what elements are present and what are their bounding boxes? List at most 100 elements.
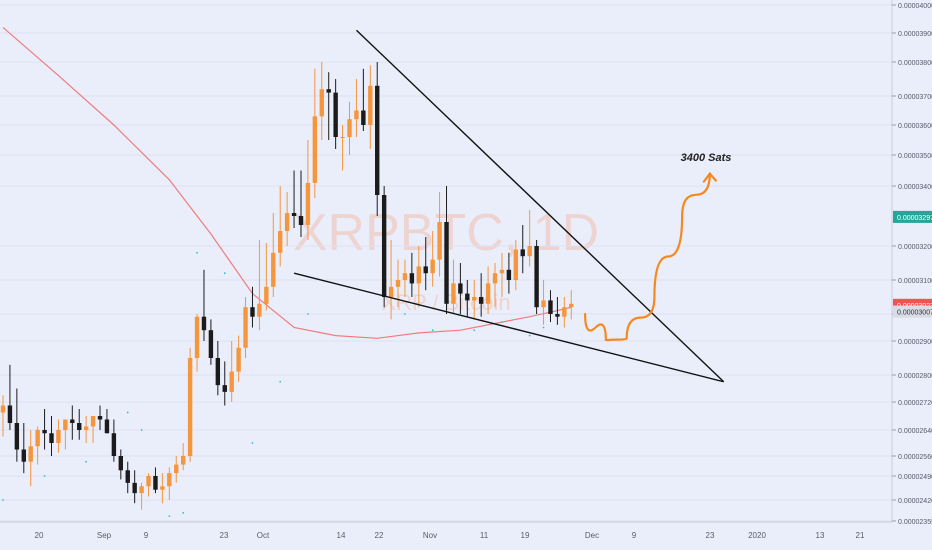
candle-body xyxy=(423,266,428,274)
candle-body xyxy=(284,213,290,231)
crosshair-price-tag: 0.00003007 xyxy=(897,310,932,317)
candle-body xyxy=(485,283,491,304)
projection-path xyxy=(584,172,711,342)
x-tick-label: 22 xyxy=(375,531,384,540)
candle-body xyxy=(416,266,421,284)
sar-dot xyxy=(279,380,282,383)
x-tick-label: Oct xyxy=(257,531,270,540)
candle-body xyxy=(534,246,539,308)
trendlines xyxy=(293,29,725,383)
candle-body xyxy=(153,476,158,490)
candle-body xyxy=(319,89,324,117)
candle-body xyxy=(201,316,207,331)
candle-body xyxy=(298,216,304,225)
x-tick-label: 23 xyxy=(706,531,715,540)
y-tick-label: 0.00004000 xyxy=(898,3,932,10)
candle-body xyxy=(257,303,262,317)
candle-body xyxy=(180,456,186,465)
y-tick-label: 0.00002490 xyxy=(898,474,932,481)
candle-body xyxy=(368,85,373,125)
sar-dot xyxy=(43,475,46,477)
crosshair-price-tag-bg xyxy=(893,305,932,318)
candle-body xyxy=(21,449,26,462)
candle-body xyxy=(499,269,505,274)
candle-body xyxy=(215,358,221,386)
x-tick-label: 9 xyxy=(632,531,637,540)
candle-body xyxy=(7,405,13,423)
x-axis[interactable]: 20 Sep 9 23 Oct 14 22 Nov 11 19 Dec 9 23 2020 13 21 xyxy=(35,531,865,540)
candle-body xyxy=(35,430,40,447)
y-tick-label: 0.00002800 xyxy=(898,373,932,380)
y-tick-label: 0.00002720 xyxy=(898,400,932,407)
x-tick-label: 20 xyxy=(35,531,44,540)
candle-body xyxy=(139,486,144,494)
candle-body xyxy=(250,307,255,317)
candle-body xyxy=(97,416,103,420)
candle-body xyxy=(0,405,6,413)
y-tick-label: 0.00003400 xyxy=(898,184,932,191)
candle-body xyxy=(361,110,366,125)
candle-body xyxy=(132,482,137,494)
sar-dot xyxy=(196,251,198,254)
candle-body xyxy=(111,433,117,456)
candle-body xyxy=(375,85,380,195)
candle-body xyxy=(520,249,525,257)
candle-body xyxy=(430,259,435,274)
candle-body xyxy=(562,307,567,317)
y-axis[interactable]: 0.00004000 0.00003900 0.00003800 0.00003700… xyxy=(892,3,932,526)
y-tick-label: 0.00003100 xyxy=(898,278,932,285)
candle-body xyxy=(77,423,82,430)
candle-body xyxy=(437,222,442,260)
candle-body xyxy=(14,423,20,450)
candle-body xyxy=(388,286,394,297)
y-tick-label: 0.00002420 xyxy=(898,498,932,505)
candle-body xyxy=(243,307,248,348)
x-tick-label: Dec xyxy=(585,531,599,540)
candle-body xyxy=(146,476,151,487)
candle-body xyxy=(465,293,470,301)
sar-dot xyxy=(85,460,88,463)
candle-body xyxy=(42,430,47,434)
candle-body xyxy=(278,231,283,253)
y-tick-label: 0.00003600 xyxy=(898,123,932,130)
y-tick-label: 0.00002900 xyxy=(898,339,932,346)
previous-price-tag: 0.00003297 xyxy=(897,215,932,222)
x-tick-label: 13 xyxy=(816,531,825,540)
candle-body xyxy=(104,419,110,434)
candle-body xyxy=(56,430,61,443)
x-tick-label: 9 xyxy=(144,531,149,540)
candle-body xyxy=(90,416,96,427)
candlesticks xyxy=(0,62,574,510)
candle-body xyxy=(381,195,387,297)
candle-body xyxy=(347,119,352,137)
candle-body xyxy=(208,330,214,358)
candle-body xyxy=(194,316,200,358)
candle-body xyxy=(63,419,68,430)
sar-dot xyxy=(501,321,503,323)
previous-price-tag-bg xyxy=(893,210,932,223)
y-tick-label: 0.00003900 xyxy=(898,31,932,38)
target-label: 3400 Sats xyxy=(681,152,732,164)
trendline xyxy=(293,272,724,383)
candle-body xyxy=(506,269,512,280)
candle-body xyxy=(264,286,269,304)
candle-body xyxy=(354,110,359,120)
x-tick-label: Nov xyxy=(423,531,437,540)
candle-body xyxy=(513,249,519,280)
projection-arrow xyxy=(584,171,717,342)
y-tick-label: 0.00003500 xyxy=(898,153,932,160)
candle-body xyxy=(541,300,546,308)
sar-dot xyxy=(251,442,254,444)
sar-dot xyxy=(431,329,434,332)
sar-dot xyxy=(126,411,129,414)
sar-dot xyxy=(528,334,531,337)
y-tick-label: 0.00003800 xyxy=(898,60,932,67)
candle-body xyxy=(478,297,484,304)
x-tick-label: 2020 xyxy=(748,531,766,540)
candle-body xyxy=(492,273,498,284)
candle-body xyxy=(444,222,449,304)
candle-body xyxy=(472,297,477,301)
candle-body xyxy=(402,273,408,280)
sar-dot xyxy=(223,272,226,275)
grid xyxy=(0,4,892,522)
